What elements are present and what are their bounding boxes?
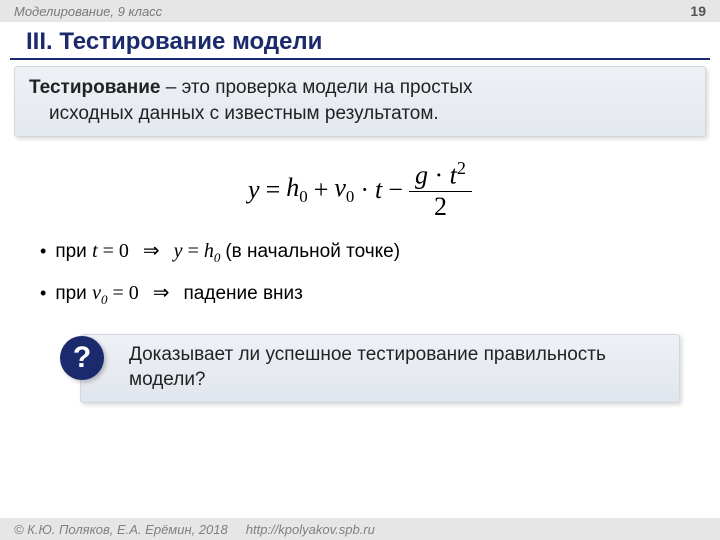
formula-dot2: · (434, 161, 443, 190)
bullet-1: • при t = 0 ⇒ y = h0 (в начальной точке) (40, 238, 720, 266)
formula-t: t (375, 175, 382, 204)
formula-h0: h (286, 173, 299, 202)
definition-line2: исходных данных с известным результатом. (29, 101, 691, 127)
formula-y: y (248, 175, 260, 204)
question-wrap: ? Доказывает ли успешное тестирование пр… (80, 334, 680, 403)
question-badge: ? (60, 336, 104, 380)
footer-url: http://kpolyakov.spb.ru (246, 522, 375, 537)
b1-post: (в начальной точке) (225, 241, 400, 262)
formula-fraction: g · t2 2 (409, 159, 472, 220)
question-box: Доказывает ли успешное тестирование прав… (80, 334, 680, 403)
page-number: 19 (690, 3, 706, 19)
footer-copyright: © К.Ю. Поляков, Е.А. Ерёмин, 2018 (14, 522, 228, 537)
formula-g: g (415, 161, 428, 190)
b2-arrow: ⇒ (153, 282, 170, 304)
definition-dash: – (160, 77, 181, 98)
b2-post: падение вниз (184, 283, 303, 304)
formula: y = h0 + v0 · t − g · t2 2 (0, 159, 720, 220)
definition-line1: это проверка модели на простых (182, 77, 473, 98)
formula-h0sub: 0 (299, 187, 307, 206)
formula-den: 2 (434, 192, 447, 220)
b1-eq0: = 0 (98, 240, 129, 262)
definition-box: Тестирование – это проверка модели на пр… (14, 66, 706, 137)
b2-pre: при (55, 283, 92, 304)
definition-term: Тестирование (29, 77, 160, 98)
formula-minus: − (388, 175, 403, 205)
b2-eq0: = 0 (107, 282, 138, 304)
formula-t2: t (450, 161, 457, 190)
bullet-2: • при v0 = 0 ⇒ падение вниз (40, 280, 720, 308)
formula-t2sup: 2 (457, 158, 466, 178)
b1-arrow: ⇒ (143, 240, 160, 262)
b1-y: y (174, 240, 183, 262)
slide-title: III. Тестирование модели (10, 22, 710, 60)
b1-h: h (204, 240, 214, 262)
b1-pre: при (55, 241, 92, 262)
formula-plus: + (314, 175, 329, 205)
formula-eq: = (266, 175, 281, 205)
header-strip: Моделирование, 9 класс 19 (0, 0, 720, 22)
formula-v0sub: 0 (346, 187, 354, 206)
b2-var: v (92, 282, 101, 304)
bullet-list: • при t = 0 ⇒ y = h0 (в начальной точке)… (40, 238, 720, 308)
formula-v0: v (334, 173, 346, 202)
course-label: Моделирование, 9 класс (14, 4, 162, 19)
b1-eq: = (183, 240, 204, 262)
footer-strip: © К.Ю. Поляков, Е.А. Ерёмин, 2018 http:/… (0, 518, 720, 540)
formula-dot1: · (360, 175, 369, 205)
b1-hsub: 0 (214, 250, 221, 265)
